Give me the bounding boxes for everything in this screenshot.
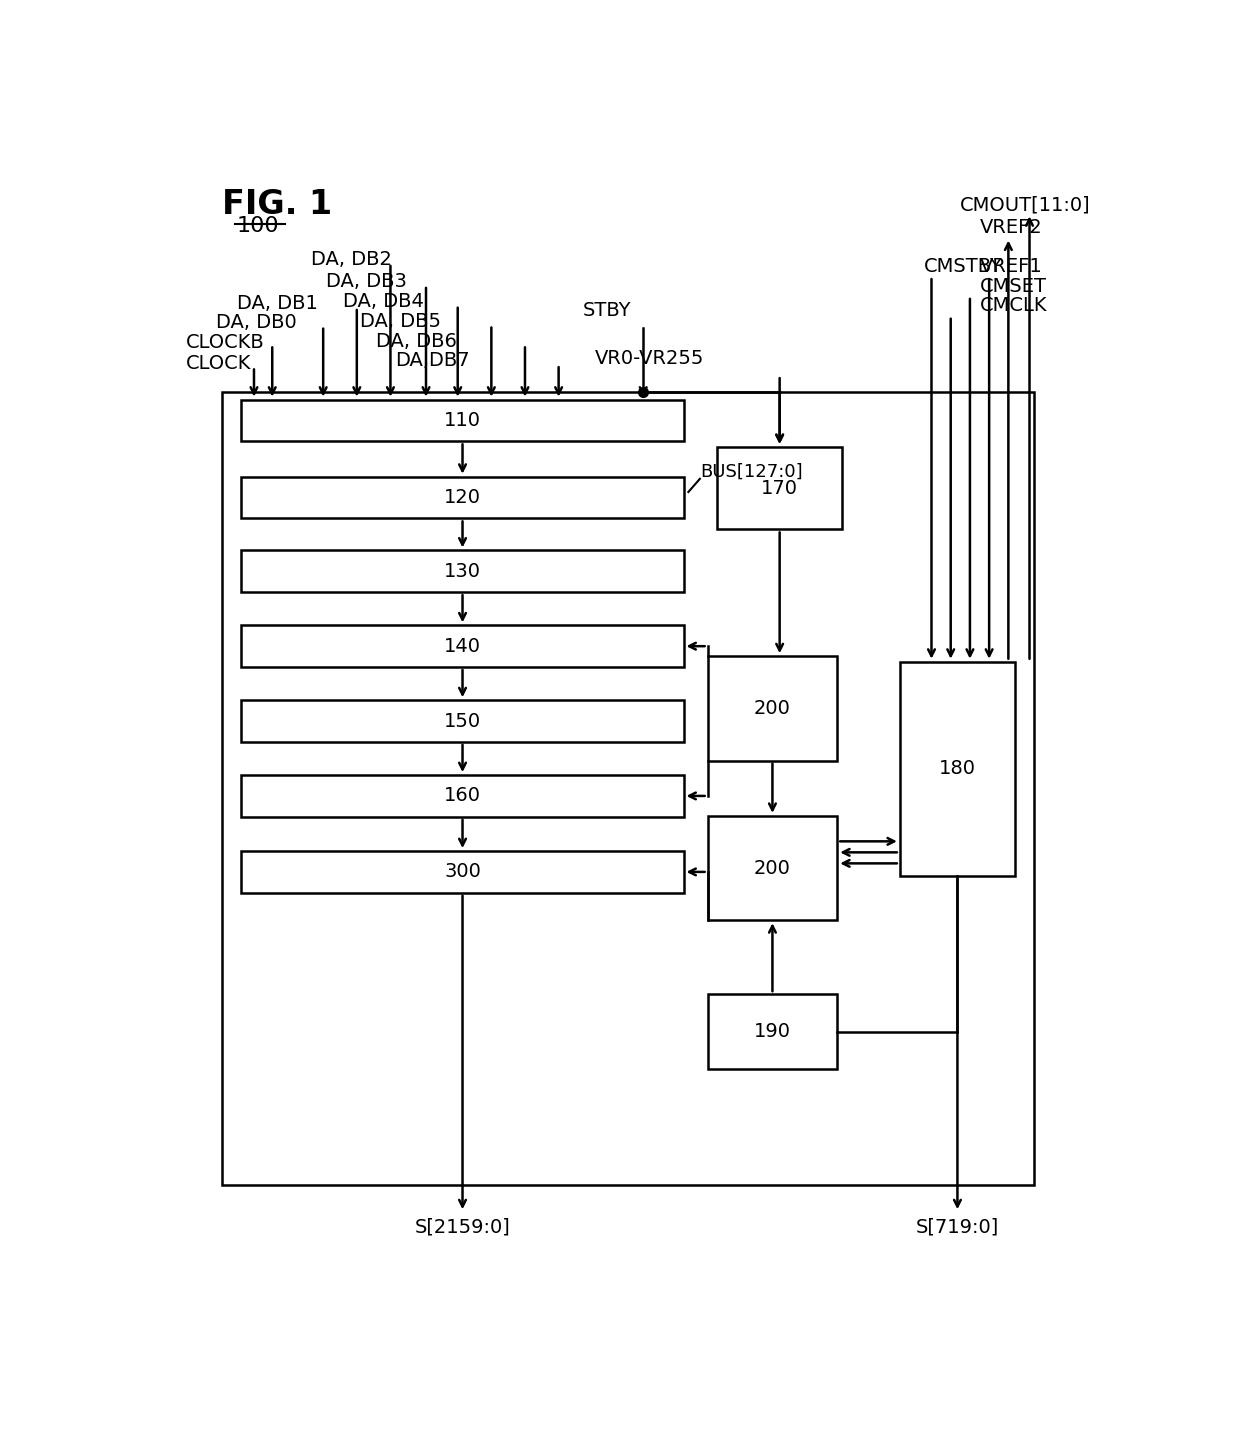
Text: 140: 140 (444, 636, 481, 656)
Text: STBY: STBY (583, 300, 631, 320)
Text: DA, DB1: DA, DB1 (237, 295, 317, 313)
Text: S[719:0]: S[719:0] (916, 1218, 999, 1237)
Bar (242, 399, 683, 442)
Text: CLOCKB: CLOCKB (186, 333, 264, 352)
Bar (242, 476, 683, 519)
Text: 200: 200 (754, 858, 791, 878)
Text: 160: 160 (444, 787, 481, 805)
Text: CMOUT[11:0]: CMOUT[11:0] (960, 194, 1091, 214)
Bar (717, 446, 842, 529)
Text: CMSTBY: CMSTBY (924, 257, 1003, 276)
Text: DA, DB0: DA, DB0 (216, 313, 296, 332)
Bar (242, 625, 683, 666)
Bar (708, 656, 837, 761)
Text: BUS[127:0]: BUS[127:0] (699, 463, 802, 480)
Text: VREF1: VREF1 (980, 257, 1043, 276)
Text: 170: 170 (761, 479, 799, 498)
Text: DA, DB3: DA, DB3 (326, 272, 407, 292)
Bar (242, 551, 683, 592)
Text: FIG. 1: FIG. 1 (222, 189, 332, 222)
Text: 200: 200 (754, 699, 791, 718)
Text: DA, DB5: DA, DB5 (360, 312, 440, 330)
Text: VREF2: VREF2 (980, 219, 1043, 237)
Text: DA, DB2: DA, DB2 (311, 250, 392, 269)
Bar (708, 994, 837, 1070)
Text: 300: 300 (444, 862, 481, 881)
Text: 110: 110 (444, 410, 481, 430)
Text: 190: 190 (754, 1022, 791, 1041)
Bar (222, 392, 1034, 1184)
Text: S[2159:0]: S[2159:0] (414, 1218, 511, 1237)
Text: 120: 120 (444, 488, 481, 508)
Text: 180: 180 (939, 759, 976, 778)
Text: CMSET: CMSET (980, 276, 1047, 296)
Text: DA, DB6: DA, DB6 (376, 332, 456, 350)
Bar (900, 662, 1016, 877)
Text: DA,DB7: DA,DB7 (396, 352, 470, 370)
Bar (242, 775, 683, 817)
Text: 130: 130 (444, 562, 481, 581)
Text: 150: 150 (444, 712, 481, 731)
Text: CMCLK: CMCLK (980, 296, 1047, 316)
Text: VR0-VR255: VR0-VR255 (595, 349, 704, 369)
Text: CLOCK: CLOCK (186, 353, 252, 373)
Text: DA, DB4: DA, DB4 (343, 292, 424, 312)
Bar (242, 701, 683, 742)
Bar (708, 815, 837, 921)
Text: 100: 100 (237, 216, 279, 236)
Bar (242, 851, 683, 892)
